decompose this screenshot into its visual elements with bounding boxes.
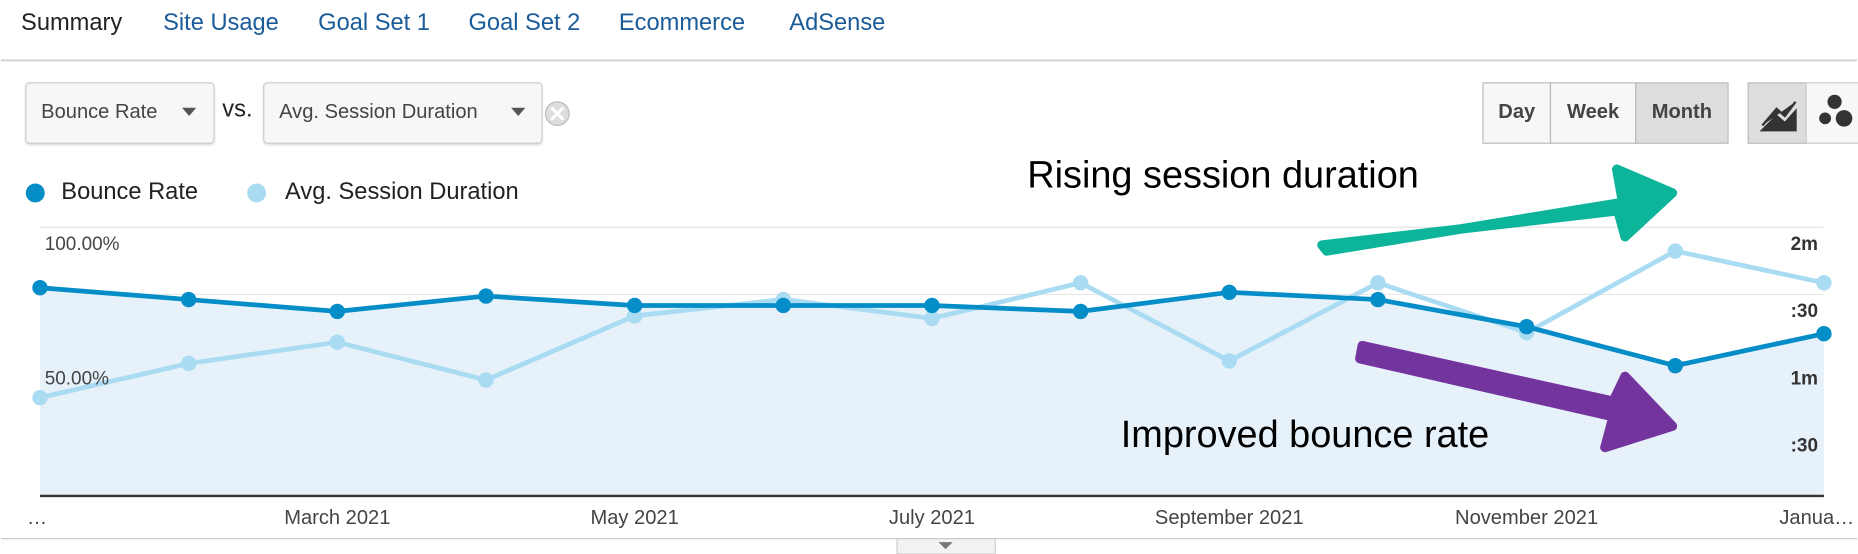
x-tick-label: November 2021 — [1455, 507, 1598, 529]
data-point[interactable] — [626, 297, 643, 314]
y2-tick-label: 1m — [1791, 368, 1818, 389]
annotation: Rising session duration — [1027, 155, 1419, 197]
data-point[interactable] — [180, 291, 197, 308]
data-point[interactable] — [924, 297, 940, 314]
annotation: Improved bounce rate — [1121, 414, 1489, 456]
line-chart-icon — [1759, 101, 1797, 132]
motion-chart-icon — [1819, 94, 1853, 127]
annotation-arrow — [1355, 340, 1678, 453]
chart: Bounce Rate Avg. Session Duration 100.00% 5… — [25, 179, 1854, 529]
data-point[interactable] — [329, 303, 346, 320]
y-tick-label: 100.00% — [45, 234, 120, 255]
data-point[interactable] — [1072, 303, 1089, 320]
x-tick-label: Janua… — [1779, 507, 1854, 529]
x-tick-label: May 2021 — [590, 507, 678, 529]
area — [39, 287, 1824, 496]
data-point[interactable] — [1816, 275, 1832, 291]
data-point[interactable] — [478, 372, 494, 388]
period-label: Day — [1498, 101, 1536, 123]
x-tick-label: July 2021 — [889, 507, 975, 529]
period-button[interactable] — [1482, 82, 1552, 144]
legend-label: Avg. Session Duration — [285, 179, 519, 205]
remove-button[interactable] — [544, 101, 570, 127]
tab[interactable]: Goal Set 1 — [318, 10, 430, 36]
period-buttons: Day Week Month — [1482, 82, 1729, 144]
data-point[interactable] — [1667, 357, 1683, 374]
x-tick-label: … — [27, 507, 47, 529]
vs-label: vs. — [222, 96, 252, 122]
period-label: Month — [1652, 101, 1712, 123]
dropdown-label: Avg. Session Duration — [279, 101, 478, 123]
y2-tick-label: :30 — [1791, 436, 1818, 457]
data-point[interactable] — [1370, 291, 1386, 308]
x-tick-label: March 2021 — [284, 507, 390, 529]
period-button[interactable] — [1635, 82, 1729, 144]
annotation-arrow — [1317, 164, 1678, 256]
data-point[interactable] — [1221, 353, 1237, 369]
tab[interactable]: Summary — [21, 10, 122, 36]
data-point[interactable] — [32, 389, 48, 406]
tab[interactable]: Ecommerce — [619, 10, 745, 36]
data-point[interactable] — [329, 334, 346, 350]
data-point[interactable] — [1370, 275, 1386, 291]
data-point[interactable] — [924, 310, 940, 327]
tab[interactable]: Goal Set 2 — [469, 10, 581, 36]
data-point[interactable] — [1518, 319, 1535, 335]
period-label: Week — [1567, 101, 1620, 123]
data-point[interactable] — [1816, 325, 1832, 342]
data-point[interactable] — [775, 297, 791, 314]
data-point[interactable] — [1072, 275, 1089, 291]
metric-dropdown[interactable] — [25, 82, 215, 144]
dropdown-label: Bounce Rate — [41, 101, 157, 123]
legend-marker — [247, 183, 267, 203]
data-point[interactable] — [32, 280, 48, 296]
data-point[interactable] — [478, 288, 494, 304]
data-point[interactable] — [1221, 284, 1237, 301]
period-button[interactable] — [1549, 82, 1637, 144]
x-tick-label: September 2021 — [1155, 507, 1304, 529]
tab-bar: Summary Site Usage Goal Set 1 Goal Set 2 Eco… — [21, 10, 885, 36]
legend-label: Bounce Rate — [61, 179, 198, 205]
y2-tick-label: 2m — [1791, 234, 1818, 255]
tab[interactable]: AdSense — [789, 10, 885, 36]
y2-tick-label: :30 — [1791, 301, 1818, 322]
collapse-caret — [938, 542, 953, 550]
legend-marker — [25, 183, 45, 203]
metric-dropdown[interactable] — [263, 82, 543, 144]
dropdown-caret — [182, 107, 197, 117]
data-point[interactable] — [1667, 243, 1683, 259]
y-tick-label: 50.00% — [45, 368, 109, 389]
data-point[interactable] — [180, 355, 197, 372]
dropdown-caret — [511, 107, 526, 117]
tab[interactable]: Site Usage — [163, 10, 279, 36]
